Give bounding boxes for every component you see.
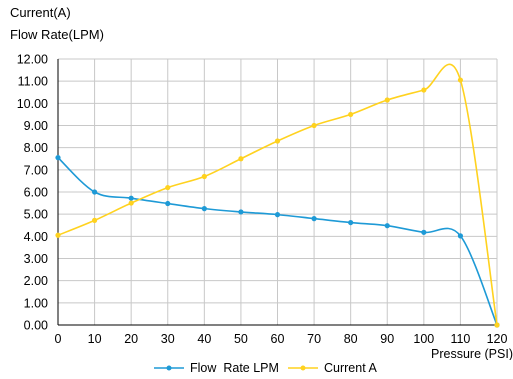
x-tick-label: 60 bbox=[271, 332, 285, 346]
legend-label-flow-rate: Flow Rate LPM bbox=[190, 361, 279, 375]
data-point-current bbox=[91, 217, 98, 223]
data-point-flow-rate bbox=[384, 223, 390, 229]
y-tick-label: 0.00 bbox=[24, 319, 48, 333]
data-point-flow-rate bbox=[165, 200, 171, 207]
line-chart: 0.00 1.00 2.00 3.00 4.00 5.00 6.00 7.00 8.00 9.00… bbox=[17, 53, 513, 361]
y-tick-label: 12.00 bbox=[17, 53, 48, 67]
x-tick-label: 120 bbox=[487, 332, 508, 346]
data-point-current bbox=[348, 111, 354, 118]
data-point-current bbox=[494, 322, 500, 328]
y-tick-label: 8.00 bbox=[24, 141, 48, 155]
x-tick-label: 80 bbox=[344, 332, 358, 346]
x-tick-label: 110 bbox=[450, 332, 470, 346]
y-tick-label: 7.00 bbox=[24, 163, 48, 177]
data-point-flow-rate bbox=[201, 206, 207, 212]
legend-item-current: Current A bbox=[288, 361, 377, 375]
data-point-current bbox=[165, 184, 171, 191]
series-line-current bbox=[57, 63, 498, 326]
x-axis-title: Pressure (PSI) bbox=[431, 347, 513, 360]
y-tick-labels: 0.00 1.00 2.00 3.00 4.00 5.00 6.00 7.00 8.00 9.00… bbox=[17, 53, 48, 333]
data-point-current bbox=[238, 156, 244, 162]
grid-lines bbox=[57, 58, 498, 326]
data-point-current bbox=[128, 200, 134, 206]
legend: Flow Rate LPM Current A bbox=[0, 361, 513, 377]
legend-swatch-flow-rate bbox=[154, 365, 184, 371]
legend-swatch-current bbox=[288, 365, 318, 371]
x-tick-label: 50 bbox=[234, 332, 248, 346]
y-tick-label: 3.00 bbox=[24, 252, 48, 266]
data-point-flow-rate bbox=[128, 195, 134, 201]
data-point-current bbox=[201, 173, 207, 180]
x-tick-label: 0 bbox=[55, 332, 62, 346]
y-tick-label: 4.00 bbox=[24, 230, 48, 244]
x-tick-label: 40 bbox=[197, 332, 211, 346]
data-point-current bbox=[55, 232, 61, 238]
x-tick-label: 10 bbox=[88, 332, 102, 346]
data-point-current bbox=[421, 87, 427, 93]
x-tick-label: 100 bbox=[413, 332, 434, 346]
legend-label-current: Current A bbox=[324, 361, 377, 375]
x-tick-label: 20 bbox=[124, 332, 138, 346]
data-point-flow-rate bbox=[274, 212, 281, 218]
y-tick-label: 6.00 bbox=[24, 186, 48, 200]
y-tick-label: 11.00 bbox=[18, 75, 48, 89]
data-point-current bbox=[311, 122, 317, 129]
y-tick-label: 2.00 bbox=[24, 274, 48, 288]
data-point-flow-rate bbox=[348, 219, 354, 226]
y-axis-title-current: Current(A) bbox=[10, 5, 71, 20]
data-point-flow-rate bbox=[55, 155, 61, 161]
y-axis-title-flow-rate: Flow Rate(LPM) bbox=[10, 27, 104, 42]
data-point-flow-rate bbox=[238, 209, 244, 215]
data-point-flow-rate bbox=[311, 216, 317, 222]
y-tick-label: 5.00 bbox=[24, 208, 48, 222]
data-point-flow-rate bbox=[421, 229, 427, 235]
legend-item-flow-rate: Flow Rate LPM bbox=[154, 361, 279, 375]
x-tick-label: 70 bbox=[307, 332, 321, 346]
data-point-current bbox=[457, 77, 464, 83]
y-tick-label: 9.00 bbox=[24, 119, 48, 133]
x-tick-label: 30 bbox=[161, 332, 175, 346]
data-point-current bbox=[384, 97, 390, 103]
x-tick-label: 90 bbox=[380, 332, 394, 346]
data-point-current bbox=[274, 138, 281, 144]
series-layer bbox=[55, 63, 500, 328]
data-point-flow-rate bbox=[457, 233, 464, 239]
data-point-flow-rate bbox=[91, 189, 98, 195]
x-tick-labels: 0 10 20 30 40 50 60 70 80 90 100 110 120 bbox=[55, 332, 508, 346]
y-tick-label: 10.00 bbox=[17, 97, 48, 111]
y-tick-label: 1.00 bbox=[24, 296, 48, 310]
